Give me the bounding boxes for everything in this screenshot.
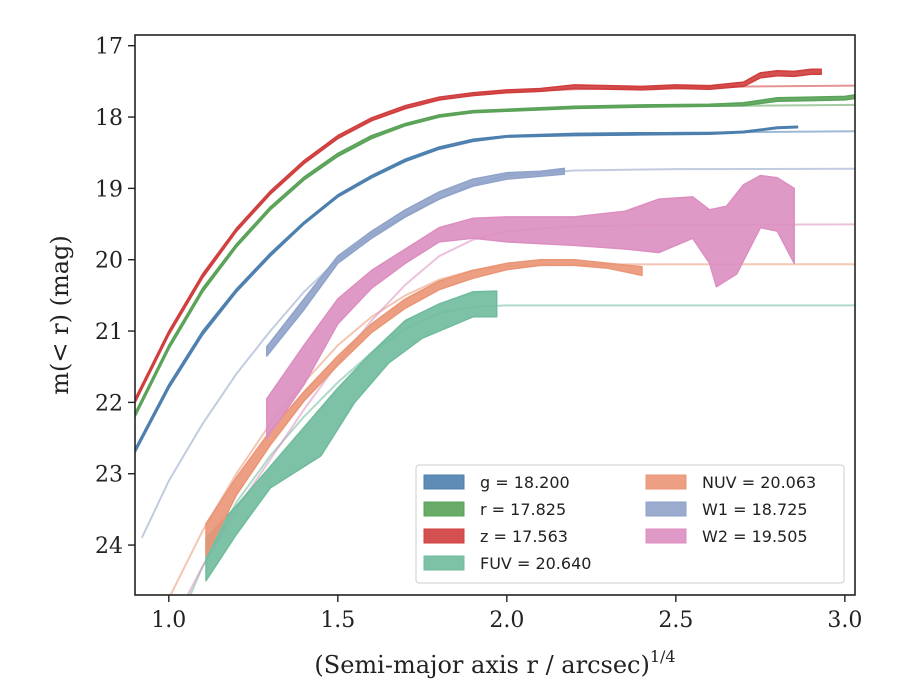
legend-label-nuv: NUV = 20.063 <box>702 473 816 492</box>
data-band-g <box>135 125 799 454</box>
legend-swatch-fuv <box>423 555 465 571</box>
data-band-w2 <box>266 174 795 439</box>
x-tick-label: 2.5 <box>658 608 693 633</box>
x-tick-label: 2.0 <box>489 608 524 633</box>
legend-swatch-w2 <box>645 528 687 544</box>
plot-frame <box>134 34 856 596</box>
legend-label-r: r = 17.825 <box>480 500 566 519</box>
legend-swatch-z <box>423 528 465 544</box>
legend-label-w2: W2 = 19.505 <box>702 527 808 546</box>
model-curve-r <box>135 103 855 418</box>
y-tick-label: 23 <box>95 463 123 488</box>
y-axis-label: m(< r) (mag) <box>46 235 74 394</box>
legend-swatch-nuv <box>645 474 687 490</box>
legend-label-w1: W1 = 18.725 <box>702 500 808 519</box>
data-bands <box>135 68 855 582</box>
x-tick-label: 1.5 <box>320 608 355 633</box>
legend: g = 18.200 r = 17.825 z = 17.563 FUV = 20.6… <box>415 464 845 584</box>
y-tick-label: 20 <box>95 249 123 274</box>
data-band-fuv <box>205 290 498 582</box>
axis-ticks: 1.0 1.5 2.0 2.5 3.0 17 18 19 20 21 22 23 24 <box>95 35 862 633</box>
x-axis-label: (Semi-major axis r / arcsec)1/4 <box>314 647 675 679</box>
y-tick-label: 17 <box>95 35 123 60</box>
data-band-nuv <box>205 258 643 557</box>
y-tick-label: 22 <box>95 391 123 416</box>
y-tick-label: 19 <box>95 177 123 202</box>
x-tick-label: 3.0 <box>827 608 862 633</box>
legend-swatch-w1 <box>645 501 687 517</box>
y-tick-label: 21 <box>95 320 123 345</box>
data-band-r <box>135 94 855 418</box>
legend-box <box>415 464 845 584</box>
y-tick-label: 24 <box>95 534 123 559</box>
legend-swatch-g <box>423 474 465 490</box>
data-band-w1 <box>266 167 566 357</box>
legend-swatch-r <box>423 501 465 517</box>
data-band-z <box>135 68 822 404</box>
y-tick-label: 18 <box>95 106 123 131</box>
legend-label-g: g = 18.200 <box>480 473 570 492</box>
legend-label-z: z = 17.563 <box>480 527 568 546</box>
x-tick-label: 1.0 <box>151 608 186 633</box>
legend-label-fuv: FUV = 20.640 <box>480 554 591 573</box>
